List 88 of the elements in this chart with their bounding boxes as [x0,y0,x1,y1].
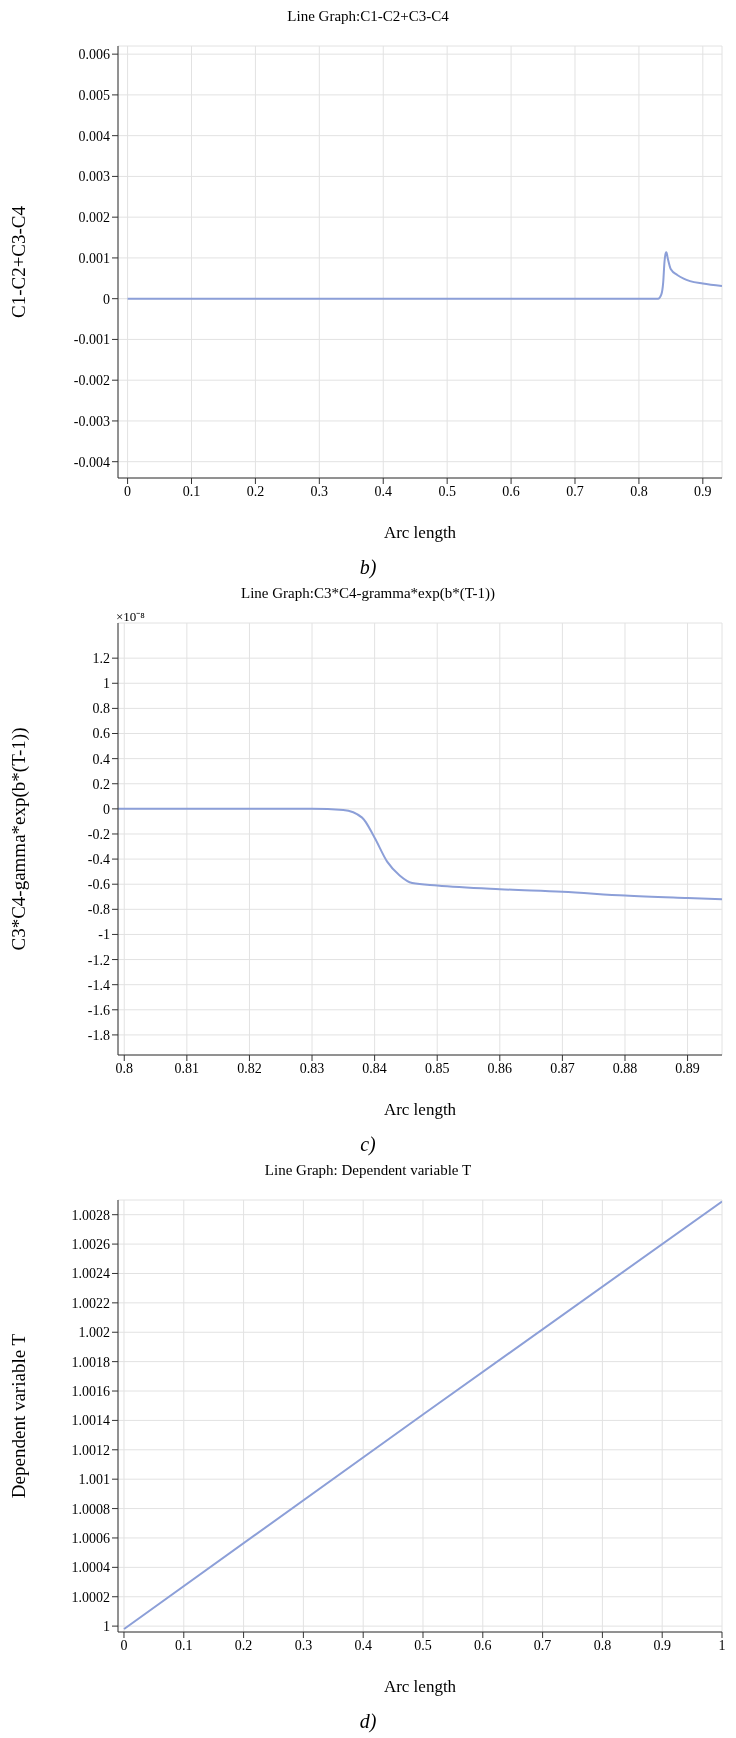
x-tick-label: 0.8 [630,483,648,499]
y-tick-label: -1.6 [87,1002,110,1018]
y-tick-label: 0.002 [78,210,110,226]
y-tick-label: -0.002 [73,373,110,389]
y-tick-label: -0.8 [87,902,110,918]
y-tick-label: 1.0024 [71,1266,110,1282]
x-tick-label: 0 [124,483,132,499]
chart-title: Line Graph:C1-C2+C3-C4 [286,8,450,26]
y-tick-label: 0.006 [78,47,110,63]
y-axis-title: C3*C4-gamma*exp(b*(T-1)) [7,727,30,951]
y-tick-label: 0.6 [92,726,110,742]
y-tick-label: 1 [103,1619,110,1635]
y-tick-label: 0 [103,291,110,307]
y-tick-label: 1.2 [92,651,110,667]
y-tick-label: -1.2 [87,952,110,968]
x-axis-title: Arc length [383,1677,457,1696]
x-tick-label: 0.3 [294,1637,313,1653]
y-tick-label: 1.0006 [71,1530,110,1546]
text: d) [358,1710,378,1733]
y-tick-label: 0.4 [92,751,110,767]
y-tick-label: 1.002 [78,1325,110,1341]
x-tick-label: 0.83 [299,1060,325,1076]
x-tick-label: 0.4 [374,483,392,499]
x-tick-label: 0.9 [694,483,712,499]
y-tick-label: 1.0016 [71,1383,110,1399]
x-tick-label: 0.85 [424,1060,450,1076]
y-tick-label: 1.0002 [71,1589,110,1605]
y-tick-label: 1.0008 [71,1501,110,1517]
chart-title: Line Graph:C3*C4-gramma*exp(b*(T-1)) [240,585,496,603]
y-tick-label: 0.2 [92,776,110,792]
y-tick-label: 0.004 [78,128,110,144]
y-tick-label: 1.0018 [71,1354,110,1370]
x-tick-label: 0.8 [115,1060,134,1076]
y-tick-label: 0.001 [78,250,110,266]
x-tick-label: 0.84 [362,1060,387,1076]
y-tick-label: -0.6 [87,877,110,893]
y-tick-label: 1.0014 [71,1413,110,1429]
line-series [126,251,722,300]
y-tick-label: -0.003 [73,413,110,429]
x-tick-label: 0.5 [438,483,456,499]
y-tick-label: -0.4 [87,852,110,868]
y-tick-label: 0 [103,801,110,817]
y-tick-label: 0.005 [78,87,110,103]
x-tick-label: 0.81 [174,1060,200,1076]
x-tick-label: 0.7 [566,483,584,499]
text: c) [359,1133,377,1156]
x-axis-title: Arc length [383,523,457,542]
x-tick-label: 0.89 [675,1060,700,1076]
y-tick-label: 1.0028 [71,1207,110,1223]
x-tick-label: 0.88 [612,1060,638,1076]
y-tick-label: -1.4 [87,977,110,993]
x-tick-label: 0.6 [474,1637,492,1653]
x-tick-label: 0.3 [310,483,329,499]
x-tick-label: 0.1 [175,1637,193,1653]
y-axis-title: C1-C2+C3-C4 [7,205,29,319]
x-tick-label: 0.2 [246,483,265,499]
y-tick-label: 1.001 [78,1472,110,1488]
x-tick-label: 0.9 [653,1637,671,1653]
x-tick-label: 0 [120,1637,128,1653]
x-axis-title: Arc length [383,1100,457,1119]
x-tick-label: 0.86 [487,1060,513,1076]
x-tick-label: 0.7 [533,1637,552,1653]
line-series [118,807,722,901]
y-tick-label: -1 [98,927,110,943]
y-tick-label: 0.8 [92,701,110,717]
y-tick-label: 1.0004 [71,1560,110,1576]
x-tick-label: 0.87 [550,1060,575,1076]
y-tick-label: 1.0012 [71,1442,110,1458]
y-axis-title: Dependent variable T [7,1333,29,1499]
y-tick-label: -0.2 [87,826,110,842]
y-tick-label: 1.0022 [71,1295,110,1311]
x-tick-label: 1 [718,1637,726,1653]
text: b) [358,556,378,579]
chart-title: Line Graph: Dependent variable T [263,1162,473,1180]
y-tick-label: 1.0026 [71,1237,110,1253]
annotation: ×10⁻⁸ [116,608,145,625]
y-tick-label: -1.8 [87,1027,110,1043]
x-tick-label: 0.5 [414,1637,432,1653]
y-tick-label: 1 [103,676,110,692]
y-tick-label: -0.001 [73,332,110,348]
x-tick-label: 0.1 [182,483,201,499]
x-tick-label: 0.6 [502,483,520,499]
x-tick-label: 0.4 [354,1637,372,1653]
y-tick-label: 0.003 [78,169,110,185]
x-tick-label: 0.8 [593,1637,612,1653]
y-tick-label: -0.004 [73,454,110,470]
x-tick-label: 0.2 [234,1637,253,1653]
x-tick-label: 0.82 [237,1060,262,1076]
